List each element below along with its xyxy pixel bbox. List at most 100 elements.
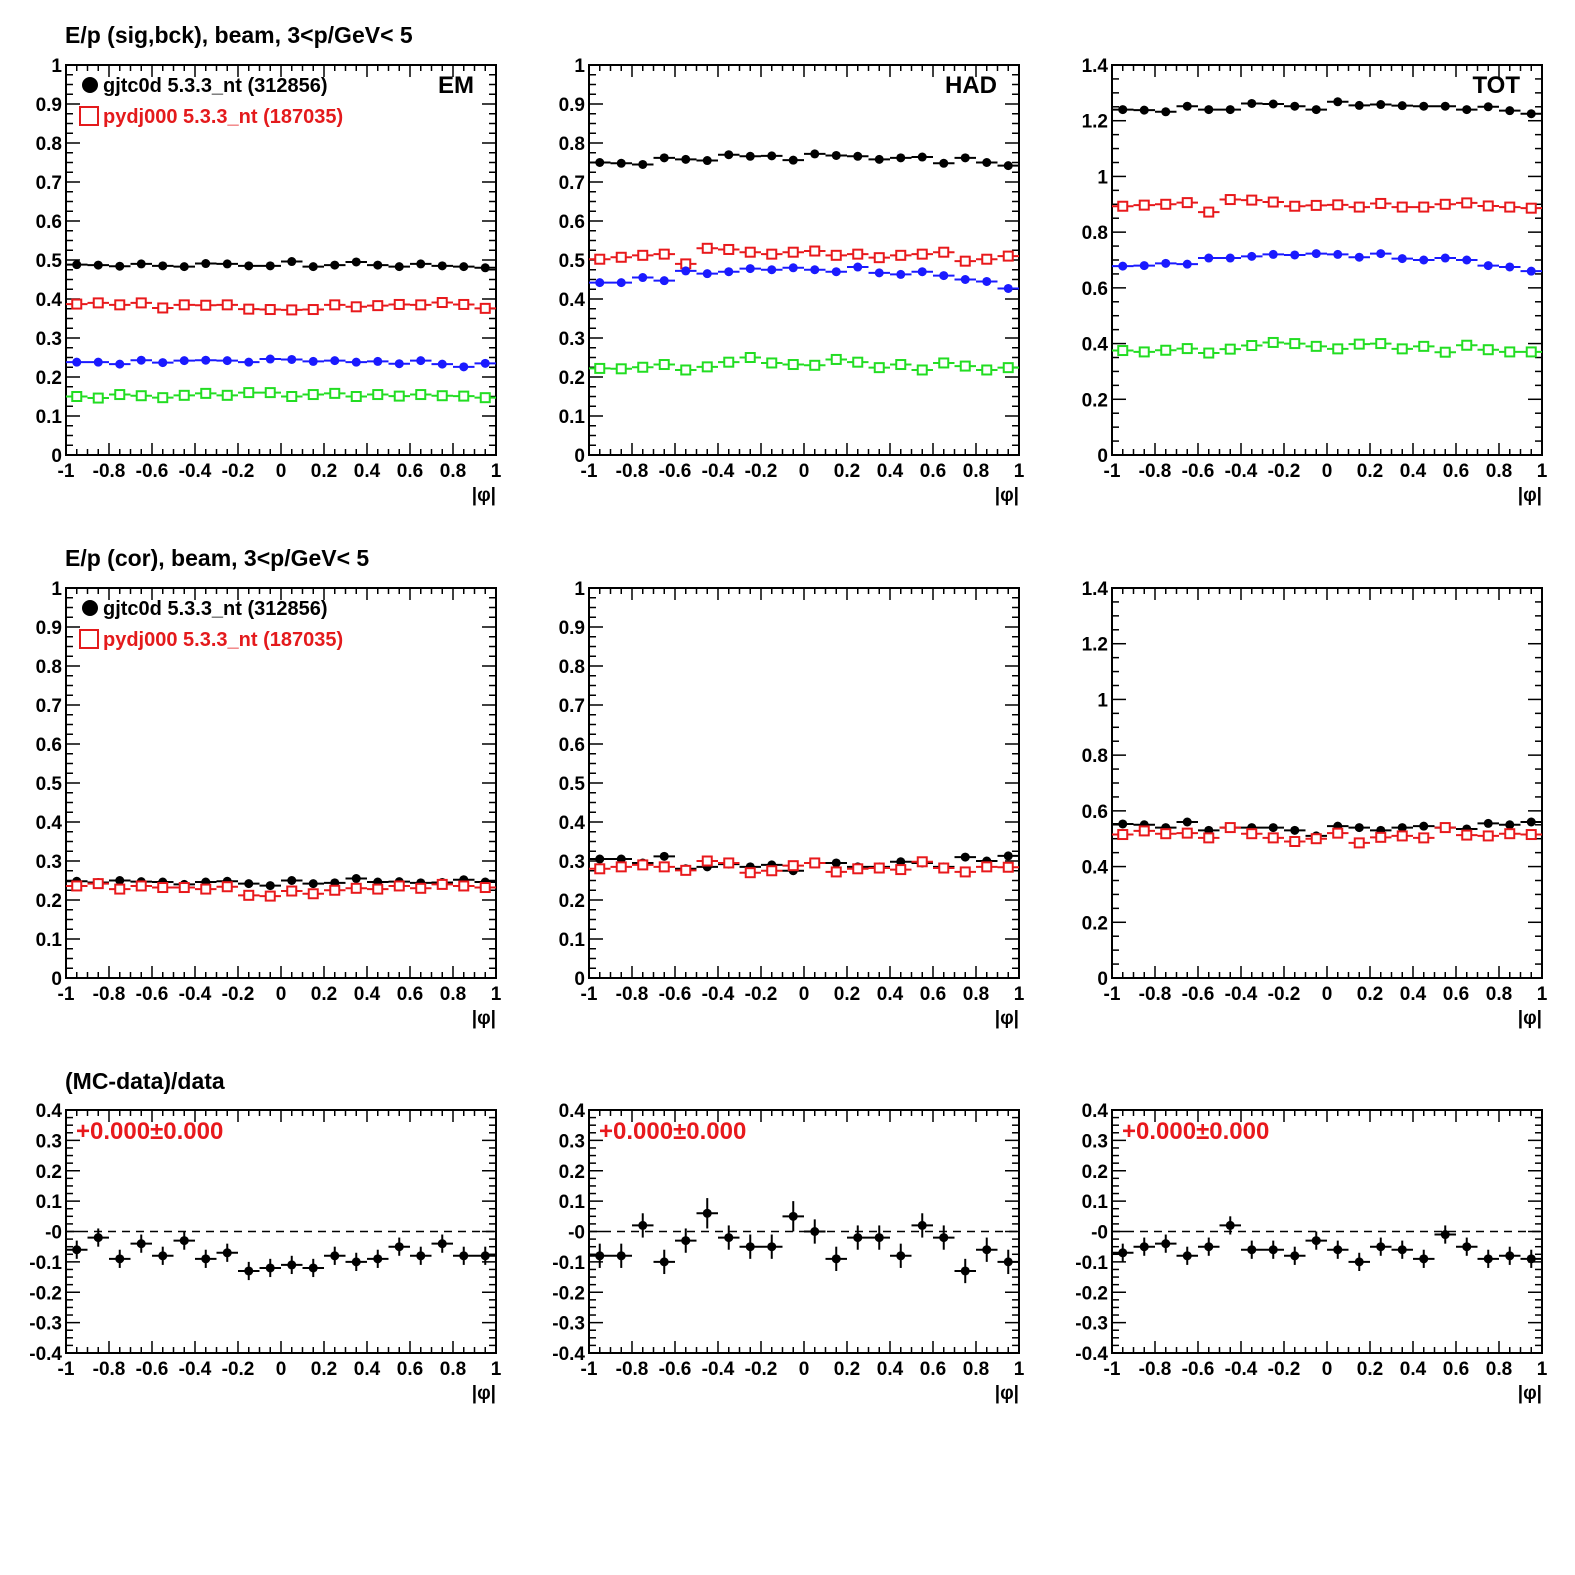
x-tick-label: 0.6	[920, 984, 946, 1005]
data-point	[286, 391, 298, 402]
y-tick-label: 0.1	[36, 407, 63, 428]
y-tick-label: 0.6	[559, 212, 585, 233]
data-point	[372, 389, 384, 401]
data-point	[939, 271, 949, 281]
data-point	[637, 859, 649, 871]
data-point	[221, 881, 233, 893]
data-point	[372, 883, 384, 895]
series-1	[589, 242, 1019, 270]
data-point	[1311, 1236, 1321, 1246]
data-point	[1525, 829, 1537, 841]
data-point	[809, 857, 821, 869]
data-point	[853, 262, 863, 272]
x-tick-label: -0.6	[659, 984, 692, 1005]
data-point	[1225, 105, 1235, 115]
x-tick-label: 0.6	[920, 461, 946, 482]
data-point	[1204, 105, 1214, 115]
data-point	[1505, 1251, 1515, 1261]
data-point	[938, 862, 950, 874]
x-tick-label: 0.2	[834, 1359, 860, 1380]
data-point	[595, 1251, 605, 1261]
data-point	[1483, 818, 1493, 828]
data-point	[1267, 196, 1279, 208]
y-tick-label: 1	[574, 56, 585, 77]
data-point	[788, 155, 798, 165]
data-point	[265, 354, 275, 364]
data-point	[264, 304, 276, 316]
x-axis-label: |φ|	[472, 485, 496, 506]
data-point	[1526, 266, 1536, 276]
legend-marker	[82, 77, 98, 93]
data-point	[1505, 262, 1515, 272]
data-point	[659, 276, 669, 286]
data-point	[680, 864, 692, 876]
data-point	[479, 302, 491, 314]
data-point	[115, 261, 125, 271]
data-point	[595, 158, 605, 167]
y-tick-label: 0.2	[1082, 1162, 1108, 1183]
x-tick-label: -0.2	[1268, 984, 1301, 1005]
data-point	[480, 1251, 490, 1261]
x-tick-label: -0.2	[745, 984, 778, 1005]
data-point	[1311, 249, 1321, 259]
data-point	[1203, 832, 1215, 844]
x-tick-label: -0.8	[616, 461, 649, 482]
series-3	[66, 387, 496, 404]
x-tick-label: -0.2	[222, 984, 255, 1005]
legend-label: pydj000 5.3.3_nt (187035)	[103, 106, 343, 128]
data-point	[393, 390, 405, 402]
data-point	[724, 267, 734, 277]
data-point	[1353, 201, 1365, 213]
x-tick-label: -0.4	[179, 1359, 212, 1380]
data-point	[1375, 831, 1387, 843]
data-point	[787, 860, 799, 872]
x-tick-label: 0	[799, 984, 810, 1005]
data-point	[1225, 1220, 1235, 1230]
data-point	[458, 880, 470, 892]
data-point	[1439, 198, 1451, 210]
y-tick-label: -0.1	[29, 1253, 62, 1274]
y-tick-label: 0.6	[36, 212, 62, 233]
data-point	[416, 356, 426, 366]
row-title-ratio: (MC-data)/data	[65, 1068, 225, 1094]
data-point	[329, 299, 341, 311]
y-tick-label: 0.9	[36, 618, 62, 639]
data-point	[308, 879, 318, 889]
y-tick-label: -0.2	[29, 1283, 62, 1304]
y-tick-label: 0.1	[1082, 1192, 1109, 1213]
data-point	[436, 390, 448, 402]
y-tick-label: 0.3	[36, 852, 62, 873]
x-tick-label: -1	[1104, 461, 1121, 482]
data-point	[659, 1257, 669, 1267]
x-tick-label: -0.6	[136, 461, 169, 482]
data-point	[329, 387, 341, 399]
data-point	[1375, 197, 1387, 209]
data-point	[393, 880, 405, 892]
data-point	[1462, 1242, 1472, 1252]
y-tick-label: -0.4	[29, 1344, 62, 1365]
data-point	[394, 1242, 404, 1252]
data-point	[308, 1263, 318, 1273]
x-tick-label: 0	[276, 1359, 287, 1380]
series-0	[66, 257, 496, 273]
y-tick-label: 0.9	[559, 95, 585, 116]
x-tick-label: -0.8	[1139, 1359, 1172, 1380]
data-point	[458, 390, 470, 402]
data-point	[1289, 338, 1301, 350]
data-point	[744, 246, 756, 258]
x-tick-label: -0.6	[1182, 984, 1215, 1005]
data-point	[637, 249, 649, 261]
data-point	[135, 390, 147, 402]
data-point	[459, 1251, 469, 1261]
data-point	[959, 866, 971, 878]
data-point	[701, 242, 713, 254]
data-point	[114, 299, 126, 311]
data-point	[480, 263, 490, 273]
data-point	[1310, 199, 1322, 211]
x-tick-label: -0.2	[222, 1359, 255, 1380]
data-point	[1332, 199, 1344, 211]
series-2	[1112, 249, 1542, 276]
x-tick-label: -0.8	[93, 461, 126, 482]
data-point	[201, 259, 211, 269]
data-point	[809, 245, 821, 257]
